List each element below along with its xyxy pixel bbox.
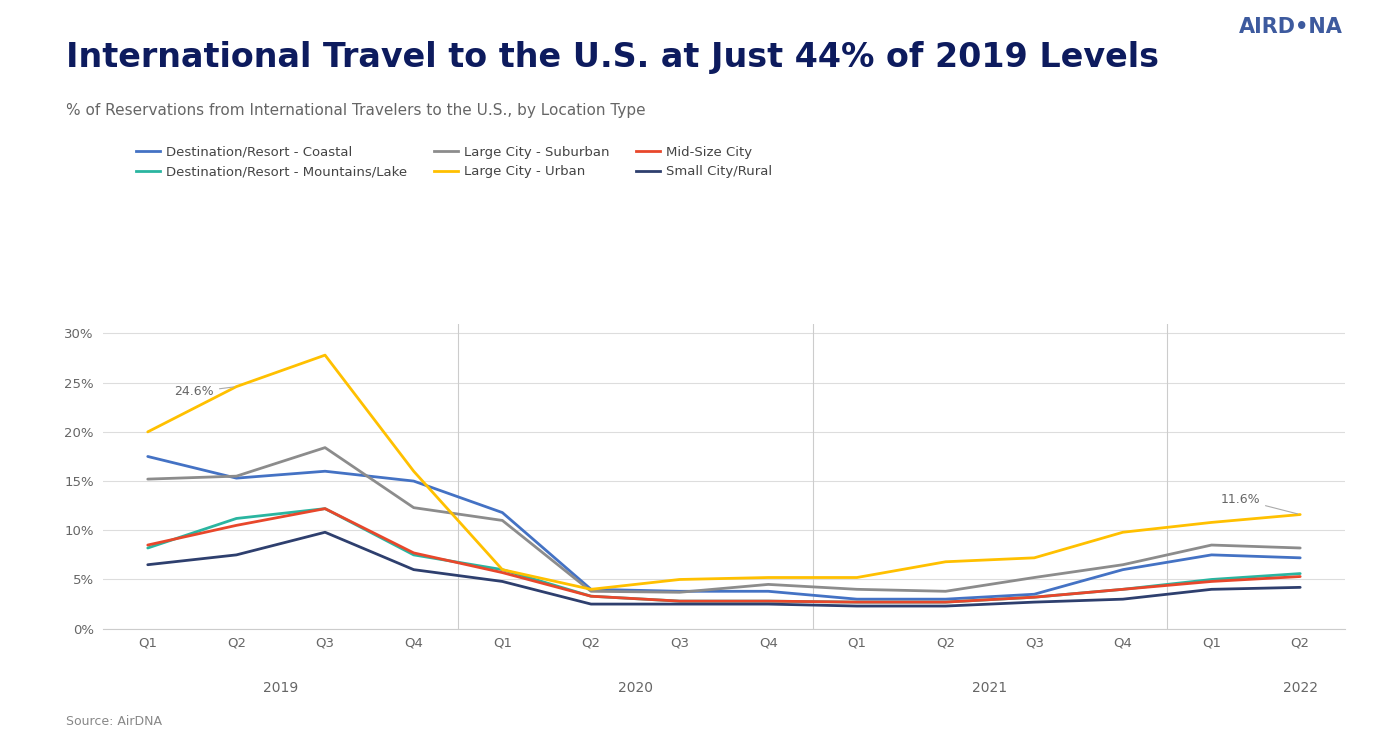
Text: AIRD•NA: AIRD•NA — [1240, 17, 1343, 37]
Text: 2021: 2021 — [972, 682, 1008, 696]
Text: 2019: 2019 — [263, 682, 298, 696]
Text: 24.6%: 24.6% — [174, 385, 233, 399]
Text: 2022: 2022 — [1282, 682, 1318, 696]
Legend: Destination/Resort - Coastal, Destination/Resort - Mountains/Lake, Large City - : Destination/Resort - Coastal, Destinatio… — [131, 141, 778, 184]
Text: % of Reservations from International Travelers to the U.S., by Location Type: % of Reservations from International Tra… — [66, 103, 645, 118]
Text: 11.6%: 11.6% — [1220, 493, 1298, 514]
Text: Source: AirDNA: Source: AirDNA — [66, 715, 163, 728]
Text: 2020: 2020 — [618, 682, 652, 696]
Text: International Travel to the U.S. at Just 44% of 2019 Levels: International Travel to the U.S. at Just… — [66, 41, 1160, 74]
